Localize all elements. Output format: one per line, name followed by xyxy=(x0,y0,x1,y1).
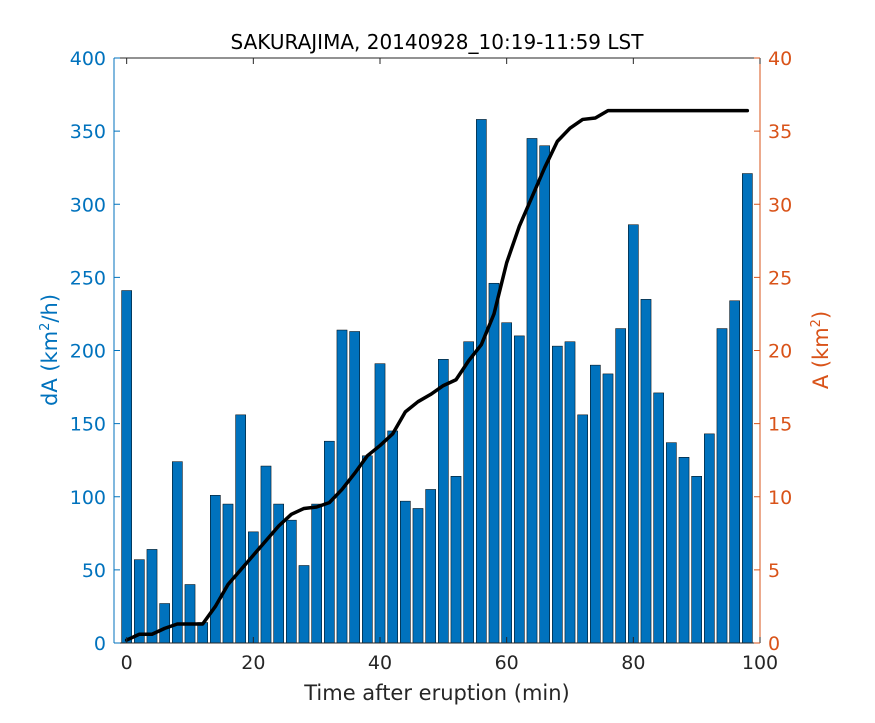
bar-0 xyxy=(121,290,132,644)
plot-background xyxy=(114,58,760,643)
y-right-tick-label: 30 xyxy=(768,194,792,216)
y-right-tick-label: 40 xyxy=(768,48,792,70)
bar-62 xyxy=(514,335,525,644)
x-tick-label: 60 xyxy=(495,652,519,674)
x-tick-label: 100 xyxy=(742,652,778,674)
y-right-label-base: A (km xyxy=(809,327,833,389)
bar-88 xyxy=(678,457,690,644)
bar-60 xyxy=(501,322,512,644)
bar-96 xyxy=(729,300,740,644)
y-left-tick-label: 50 xyxy=(82,560,106,582)
y-left-tick-label: 100 xyxy=(70,487,106,509)
bar-22 xyxy=(260,465,272,644)
bar-98 xyxy=(742,173,753,644)
bar-54 xyxy=(463,341,474,644)
y-axis-label-right: A (km2) xyxy=(809,311,833,389)
cumulative-area-series xyxy=(124,108,750,642)
y-left-tick-label: 200 xyxy=(70,341,106,363)
bar-26 xyxy=(286,519,297,644)
bar-42 xyxy=(387,430,398,644)
y-right-tick-label: 10 xyxy=(768,487,792,509)
y-left-tick-label: 0 xyxy=(94,633,106,655)
y-left-label-base: dA (km xyxy=(38,331,62,406)
chart-title: SAKURAJIMA, 20140928_10:19-11:59 LST xyxy=(231,30,645,54)
y-right-tick-label: 35 xyxy=(768,121,792,143)
bar-84 xyxy=(653,392,664,644)
axes xyxy=(113,57,761,644)
y-right-tick-label: 5 xyxy=(768,560,780,582)
bar-64 xyxy=(526,138,538,644)
bar-30 xyxy=(311,503,322,644)
bar-66 xyxy=(539,145,550,644)
y-left-label-tail: /h) xyxy=(38,294,62,323)
y-right-label-sup: 2 xyxy=(809,319,824,327)
bar-series xyxy=(121,119,753,644)
bar-56 xyxy=(476,119,487,644)
bar-2 xyxy=(134,559,145,644)
bar-74 xyxy=(590,364,601,644)
bar-46 xyxy=(412,508,424,644)
bar-48 xyxy=(425,489,436,644)
y-left-tick-label: 250 xyxy=(70,267,106,289)
bar-76 xyxy=(602,373,614,644)
x-tick-label: 80 xyxy=(621,652,645,674)
bar-68 xyxy=(552,345,563,644)
bar-90 xyxy=(691,476,702,644)
y-axis-label-left: dA (km2/h) xyxy=(38,294,62,406)
bar-50 xyxy=(438,359,449,644)
x-tick-label: 20 xyxy=(241,652,265,674)
bar-10 xyxy=(184,584,196,644)
x-tick-label: 0 xyxy=(121,652,133,674)
bar-72 xyxy=(577,414,588,644)
bar-8 xyxy=(172,461,183,644)
cumulative-area-line xyxy=(124,108,750,642)
bar-18 xyxy=(235,414,246,644)
bar-92 xyxy=(704,433,715,644)
y-right-tick-label: 0 xyxy=(768,633,780,655)
bar-14 xyxy=(210,495,221,644)
bar-28 xyxy=(298,565,310,644)
y-right-tick-label: 20 xyxy=(768,341,792,363)
tick-labels: 0 20 40 60 80 1000501001502002503003504000510… xyxy=(70,48,792,674)
x-tick-label: 40 xyxy=(368,652,392,674)
bar-94 xyxy=(716,328,728,644)
bar-40 xyxy=(374,363,386,644)
y-left-tick-label: 150 xyxy=(70,414,106,436)
bar-6 xyxy=(159,603,170,644)
y-left-tick-label: 350 xyxy=(70,121,106,143)
y-right-tick-label: 15 xyxy=(768,414,792,436)
bar-44 xyxy=(400,500,411,644)
bar-78 xyxy=(615,328,626,644)
y-right-label-tail: ) xyxy=(809,311,833,319)
bar-58 xyxy=(488,282,500,644)
bar-86 xyxy=(666,442,677,644)
bar-4 xyxy=(146,549,158,644)
bar-16 xyxy=(222,503,234,644)
y-left-label-sup: 2 xyxy=(38,323,53,331)
bar-70 xyxy=(564,341,576,644)
y-left-tick-label: 300 xyxy=(70,194,106,216)
bar-38 xyxy=(362,455,373,644)
y-right-tick-label: 25 xyxy=(768,267,792,289)
bar-36 xyxy=(349,331,360,644)
bar-32 xyxy=(324,440,335,644)
bar-82 xyxy=(640,299,652,644)
x-axis-label: Time after eruption (min) xyxy=(303,681,570,705)
bar-80 xyxy=(628,224,639,644)
y-left-tick-label: 400 xyxy=(70,48,106,70)
bar-52 xyxy=(450,476,462,644)
